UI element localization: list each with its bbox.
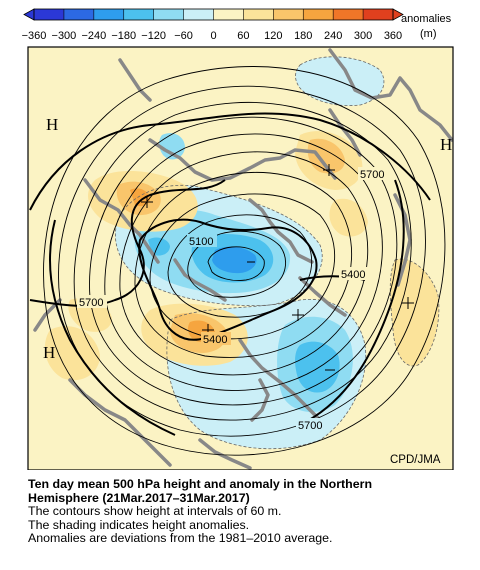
- colorbar-title: anomalies: [401, 13, 452, 25]
- colorbar-arrow-left: [23, 8, 35, 21]
- colorbar-tick-label: 360: [384, 30, 402, 42]
- height-contours-major: [29, 112, 431, 436]
- colorbar-tick-label: −240: [81, 30, 106, 42]
- colorbar-tick-label: 180: [294, 30, 312, 42]
- colorbar-tick-label: 60: [237, 30, 249, 42]
- caption-title-line2: Hemisphere (21Mar.2017–31Mar.2017): [28, 490, 250, 505]
- coastlines: [33, 48, 453, 470]
- colorbar-tick-label: 300: [354, 30, 372, 42]
- credit-label: CPD/JMA: [390, 454, 441, 466]
- height-anomaly-map: 5700 5100 5400 5700 5400 5700 H H H CPD/…: [27, 46, 454, 470]
- contour-label: 5400: [203, 334, 227, 346]
- colorbar-tick-label: 240: [324, 30, 342, 42]
- colorbar-cell: [333, 9, 364, 20]
- contour-label: 5700: [79, 297, 103, 309]
- colorbar-cell: [213, 9, 244, 20]
- contour-labels: 5700 5100 5400 5700 5400 5700: [77, 167, 388, 432]
- colorbar-cell: [63, 9, 94, 20]
- colorbar-cell: [273, 9, 304, 20]
- contour-label: 5700: [360, 169, 384, 181]
- colorbar-cell: [153, 9, 184, 20]
- caption-line2: The shading indicates height anomalies.: [28, 517, 250, 532]
- colorbar-cell: [34, 9, 64, 20]
- map-frame: [27, 46, 454, 470]
- colorbar-cell: [363, 9, 393, 20]
- colorbar-tick-label: −360: [22, 30, 47, 42]
- high-pressure-label: H: [43, 343, 55, 362]
- colorbar-tick-label: 0: [210, 30, 216, 42]
- caption-title-line1: Ten day mean 500 hPa height and anomaly …: [28, 477, 373, 491]
- height-contours: [43, 66, 446, 456]
- colorbar-tick-label: 120: [264, 30, 282, 42]
- contour-label: 5700: [298, 420, 322, 432]
- colorbar-tick-label: −120: [141, 30, 166, 42]
- colorbar-cell: [123, 9, 154, 20]
- colorbar-cell: [303, 9, 334, 20]
- colorbar-tick-label: −300: [52, 30, 77, 42]
- colorbar-unit: (m): [420, 28, 437, 40]
- high-pressure-label: H: [46, 115, 58, 134]
- colorbar-cell: [183, 9, 214, 20]
- contour-label: 5400: [341, 269, 365, 281]
- caption-line1: The contours show height at intervals of…: [28, 504, 282, 519]
- colorbar-tick-label: −180: [111, 30, 136, 42]
- anomaly-colorbar: −360 −300 −240 −180 −120 −60 0 60 120 180 240 300 36…: [22, 8, 452, 42]
- colorbar-tick-label: −60: [174, 30, 193, 42]
- colorbar-cell: [243, 9, 274, 20]
- colorbar-cell: [93, 9, 124, 20]
- high-pressure-label: H: [440, 135, 452, 154]
- contour-label: 5100: [189, 236, 213, 248]
- caption-line3: Anomalies are deviations from the 1981–2…: [28, 531, 333, 546]
- figure-caption: Ten day mean 500 hPa height and anomaly …: [28, 477, 468, 546]
